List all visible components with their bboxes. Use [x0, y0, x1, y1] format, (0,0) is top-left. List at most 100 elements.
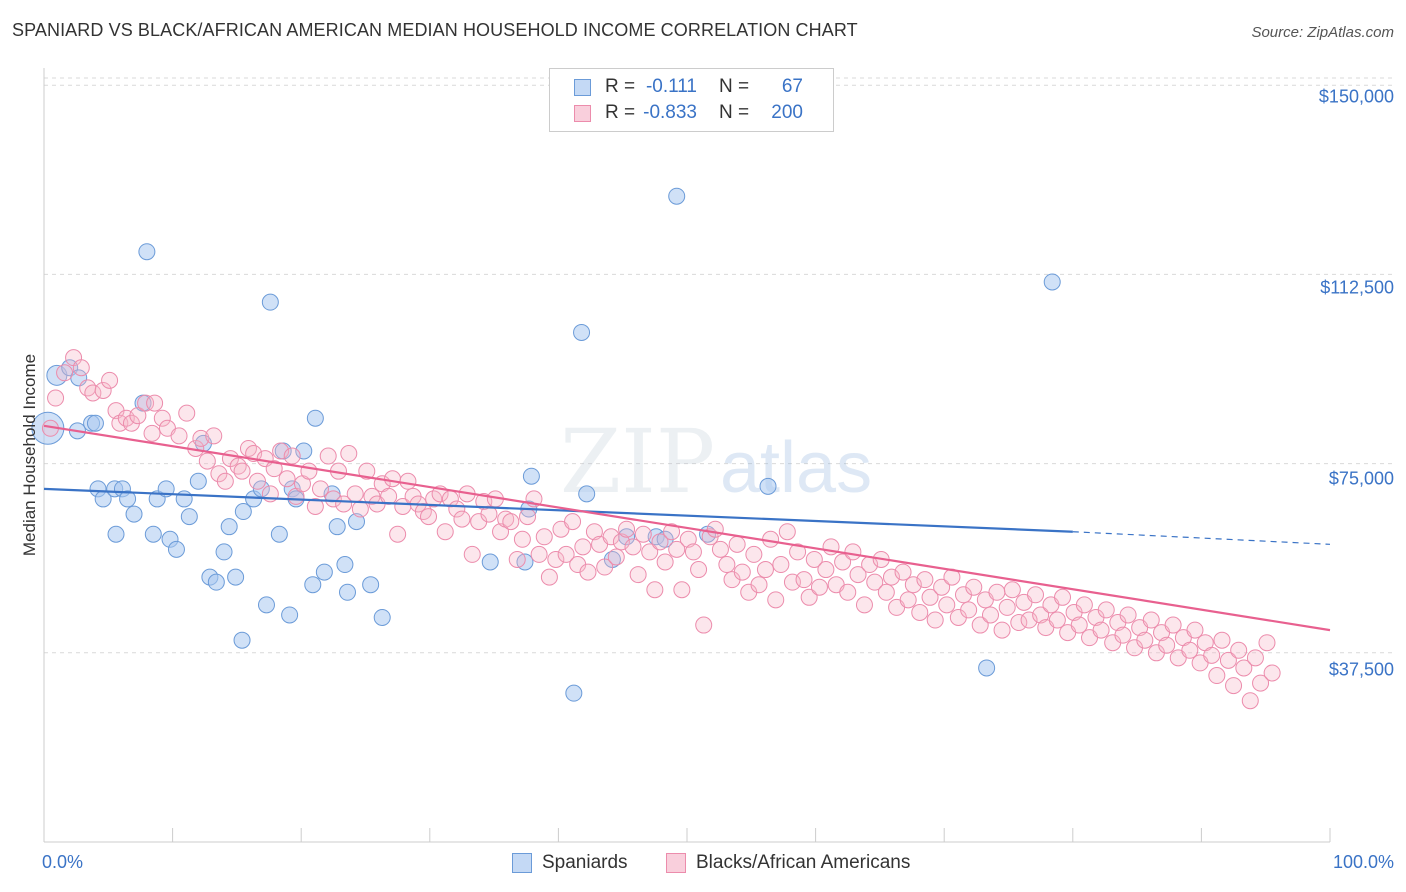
black-african-american-point	[1054, 588, 1072, 606]
black-african-american-point	[844, 543, 862, 561]
series-legend: Spaniards Blacks/African Americans	[0, 852, 1406, 876]
black-african-american-point	[810, 578, 828, 596]
spaniard-point	[270, 525, 288, 543]
y-tick-label: $150,000	[1318, 86, 1394, 107]
spaniard-point	[144, 525, 162, 543]
y-tick-label: $37,500	[1328, 659, 1394, 680]
black-african-american-point	[1263, 664, 1281, 682]
black-african-american-point	[795, 571, 813, 589]
black-african-american-point	[965, 578, 983, 596]
black-african-american-point	[673, 581, 691, 599]
black-african-american-point	[1203, 646, 1221, 664]
black-african-american-point	[1075, 596, 1093, 614]
black-african-american-point	[921, 588, 939, 606]
black-african-american-point	[508, 550, 526, 568]
black-african-american-point	[1219, 651, 1237, 669]
spaniard-point	[180, 508, 198, 526]
black-african-american-point	[1230, 641, 1248, 659]
black-african-american-point	[535, 528, 553, 546]
black-african-american-point	[311, 480, 329, 498]
black-african-american-point	[1097, 601, 1115, 619]
black-african-american-point	[789, 543, 807, 561]
black-african-american-point	[1241, 692, 1259, 710]
x-tick-label: 0.0%	[42, 852, 84, 872]
black-african-american-point	[300, 462, 318, 480]
black-african-american-point	[146, 394, 164, 412]
black-african-american-point	[239, 439, 257, 457]
black-african-american-point	[894, 563, 912, 581]
black-african-american-point	[866, 573, 884, 591]
spaniard-point	[315, 563, 333, 581]
r-label: R =	[605, 76, 636, 97]
r-value: -0.111	[645, 76, 697, 97]
n-value: 200	[771, 102, 803, 123]
black-african-american-point	[384, 470, 402, 488]
spaniard-point	[362, 576, 380, 594]
spaniard-point	[481, 553, 499, 571]
black-african-american-point	[1136, 631, 1154, 649]
spaniards-trend-extension	[1072, 531, 1331, 545]
black-african-american-point	[170, 427, 188, 445]
black-african-american-point	[778, 523, 796, 541]
spaniard-point	[189, 472, 207, 490]
black-african-american-point	[911, 603, 929, 621]
black-african-american-point	[745, 545, 763, 563]
black-african-american-point	[56, 364, 74, 382]
r-label: R =	[605, 102, 636, 123]
black-african-american-point	[1092, 621, 1110, 639]
legend-item-blacks[interactable]: Blacks/African Americans	[666, 852, 910, 874]
legend-swatch	[512, 853, 532, 873]
black-african-american-point	[319, 447, 337, 465]
black-african-american-point	[420, 508, 438, 526]
spaniard-point	[207, 573, 225, 591]
black-african-american-point	[233, 462, 251, 480]
spaniard-point	[347, 513, 365, 531]
legend-swatch	[666, 853, 686, 873]
spaniard-point	[373, 608, 391, 626]
legend-label: Spaniards	[542, 852, 628, 873]
black-african-american-point	[1032, 606, 1050, 624]
n-label: N =	[719, 102, 750, 123]
black-african-american-point	[324, 490, 342, 508]
black-african-american-point	[513, 530, 531, 548]
black-african-american-point	[278, 470, 296, 488]
series-blacks-african-americans	[41, 349, 1281, 710]
black-african-american-point	[1010, 614, 1028, 632]
black-african-american-point	[198, 452, 216, 470]
black-african-american-point	[143, 424, 161, 442]
black-african-american-point	[564, 513, 582, 531]
black-african-american-point	[602, 528, 620, 546]
black-african-american-point	[283, 447, 301, 465]
black-african-american-point	[624, 538, 642, 556]
trend-lines	[43, 424, 1331, 632]
legend-swatch	[574, 104, 591, 122]
black-african-american-point	[596, 558, 614, 576]
watermark-atlas: atlas	[720, 428, 872, 508]
black-african-american-point	[153, 409, 171, 427]
black-african-american-point	[849, 566, 867, 584]
black-african-american-point	[938, 596, 956, 614]
black-african-american-point	[346, 485, 364, 503]
black-african-american-point	[684, 543, 702, 561]
black-african-american-point	[216, 472, 234, 490]
black-african-american-point	[129, 407, 147, 425]
black-african-american-point	[178, 404, 196, 422]
legend-item-spaniards[interactable]: Spaniards	[512, 852, 628, 874]
spaniard-point	[261, 293, 279, 311]
blacks-trend-line	[43, 424, 1331, 632]
spaniard-point	[668, 187, 686, 205]
black-african-american-point	[711, 540, 729, 558]
spaniard-point	[328, 518, 346, 536]
black-african-american-point	[1235, 659, 1253, 677]
black-african-american-point	[585, 523, 603, 541]
source-label: Source: ZipAtlas.com	[1251, 24, 1394, 41]
black-african-american-point	[1158, 636, 1176, 654]
black-african-american-point	[981, 606, 999, 624]
spaniard-point	[338, 583, 356, 601]
black-african-american-point	[380, 487, 398, 505]
black-african-american-point	[706, 520, 724, 538]
black-african-american-point	[651, 533, 669, 551]
black-african-american-point	[453, 510, 471, 528]
chart-title: SPANIARD VS BLACK/AFRICAN AMERICAN MEDIA…	[12, 20, 858, 40]
